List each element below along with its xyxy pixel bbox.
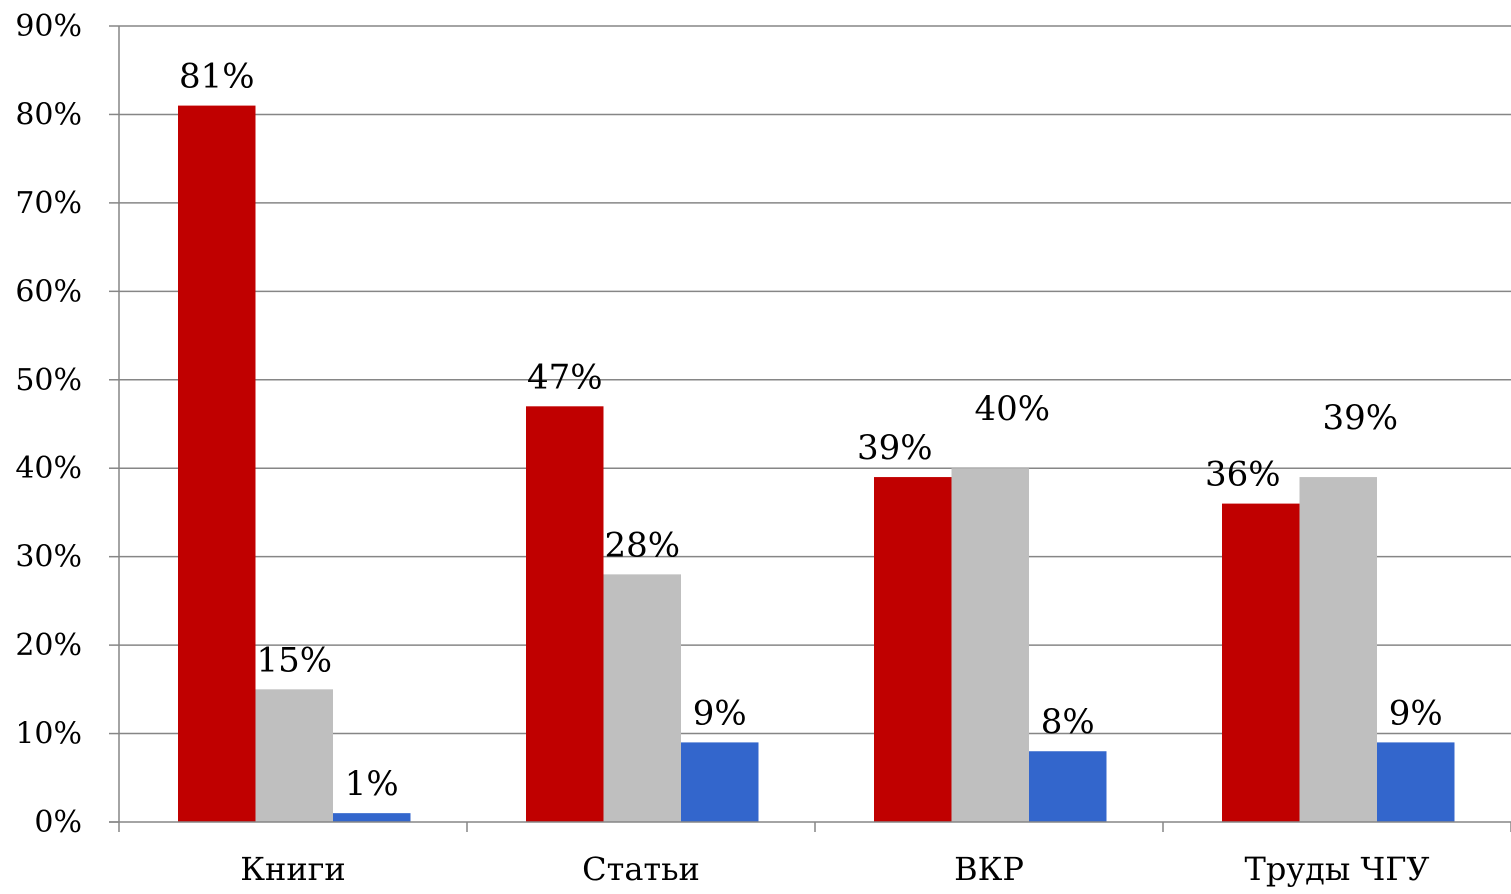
y-tick-label: 80%	[15, 97, 82, 132]
y-tick-label: 0%	[34, 805, 82, 840]
bar-Книги-series-1	[178, 105, 256, 823]
y-tick-label: 30%	[15, 540, 82, 575]
bar-Статьи-series-2	[603, 574, 681, 822]
bar-Статьи-series-1	[526, 406, 604, 822]
bars	[178, 105, 1455, 823]
y-tick-label: 10%	[15, 717, 82, 752]
data-label: 15%	[256, 640, 332, 680]
bar-Книги-series-2	[255, 689, 333, 822]
bar-Книги-series-3	[333, 813, 411, 822]
bar-ВКР-series-1	[874, 477, 952, 822]
axes	[109, 25, 1511, 832]
x-category-label: Статьи	[582, 850, 700, 888]
data-label: 9%	[693, 693, 747, 733]
y-tick-label: 20%	[15, 628, 82, 663]
data-label: 1%	[345, 764, 399, 804]
bar-Труды ЧГУ-series-3	[1377, 742, 1455, 822]
data-label: 8%	[1041, 702, 1095, 742]
x-category-label: ВКР	[954, 850, 1024, 888]
data-label: 47%	[527, 357, 603, 397]
bar-Труды ЧГУ-series-1	[1222, 503, 1300, 822]
y-tick-label: 60%	[15, 274, 82, 309]
data-label: 28%	[604, 525, 680, 565]
data-label: 9%	[1389, 693, 1443, 733]
y-tick-label: 90%	[15, 9, 82, 44]
data-label: 40%	[974, 389, 1050, 429]
data-label: 39%	[1322, 398, 1398, 438]
bar-ВКР-series-3	[1029, 751, 1107, 822]
labels: 0% 10% 20% 30% 40% 50% 60% 70% 80% 90% 81% 15% 1% Кни…	[15, 9, 1442, 888]
bar-Труды ЧГУ-series-2	[1299, 477, 1377, 822]
bar-Статьи-series-3	[681, 742, 759, 822]
bar-ВКР-series-2	[951, 468, 1029, 822]
gridlines	[119, 25, 1511, 735]
y-tick-label: 50%	[15, 363, 82, 398]
y-tick-label: 40%	[15, 451, 82, 486]
x-category-label: Книги	[240, 850, 346, 888]
data-label: 81%	[179, 57, 255, 97]
data-label: 39%	[857, 428, 933, 468]
y-tick-label: 70%	[15, 186, 82, 221]
data-label: 36%	[1205, 455, 1281, 495]
x-category-label: Труды ЧГУ	[1244, 850, 1429, 888]
